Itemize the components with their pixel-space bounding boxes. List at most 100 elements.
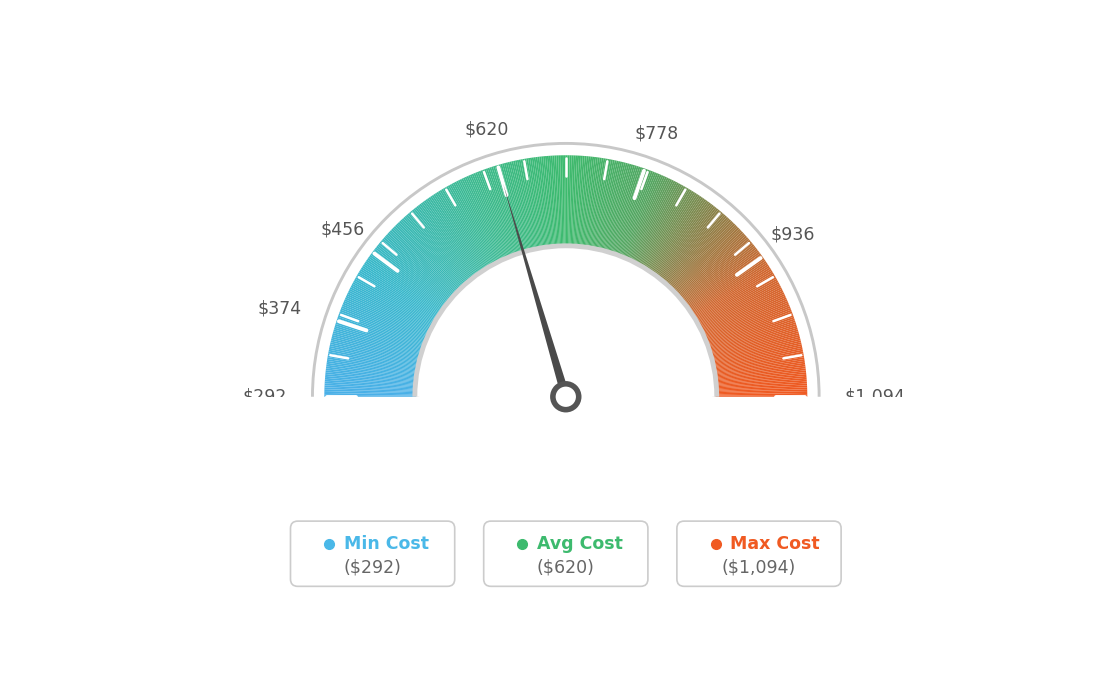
Wedge shape	[436, 192, 487, 270]
Wedge shape	[614, 168, 646, 255]
Wedge shape	[654, 201, 709, 276]
Wedge shape	[435, 193, 486, 271]
Wedge shape	[362, 266, 440, 317]
Wedge shape	[509, 161, 532, 251]
Wedge shape	[682, 246, 755, 304]
Wedge shape	[340, 308, 426, 343]
Wedge shape	[349, 289, 432, 331]
Wedge shape	[690, 261, 766, 313]
Wedge shape	[327, 359, 418, 375]
Wedge shape	[331, 339, 421, 362]
Wedge shape	[709, 324, 797, 353]
Wedge shape	[715, 386, 807, 391]
Wedge shape	[650, 197, 703, 273]
Wedge shape	[635, 182, 679, 264]
Wedge shape	[713, 359, 805, 375]
Wedge shape	[423, 201, 478, 276]
Wedge shape	[421, 202, 477, 277]
Wedge shape	[333, 328, 423, 355]
Wedge shape	[630, 179, 672, 262]
Wedge shape	[591, 159, 607, 249]
Wedge shape	[699, 286, 781, 328]
Text: $1,094: $1,094	[845, 388, 905, 406]
Wedge shape	[715, 389, 807, 393]
Wedge shape	[335, 326, 423, 354]
Wedge shape	[400, 221, 464, 288]
Wedge shape	[491, 166, 521, 255]
Wedge shape	[384, 235, 454, 297]
Wedge shape	[329, 346, 420, 366]
Wedge shape	[342, 304, 427, 341]
Wedge shape	[564, 155, 565, 247]
Wedge shape	[609, 166, 638, 254]
Wedge shape	[573, 155, 580, 247]
Wedge shape	[355, 275, 436, 322]
Wedge shape	[581, 157, 593, 248]
Wedge shape	[645, 192, 696, 270]
Wedge shape	[648, 195, 700, 273]
Wedge shape	[679, 239, 750, 299]
Wedge shape	[570, 155, 573, 247]
Wedge shape	[325, 393, 416, 395]
Wedge shape	[692, 267, 771, 317]
Wedge shape	[479, 171, 513, 257]
Wedge shape	[374, 248, 447, 306]
Wedge shape	[424, 200, 479, 275]
Wedge shape	[458, 180, 500, 263]
Wedge shape	[498, 164, 526, 253]
Wedge shape	[326, 366, 417, 379]
Wedge shape	[636, 184, 680, 265]
Wedge shape	[673, 228, 741, 293]
Text: $936: $936	[771, 226, 815, 244]
Wedge shape	[480, 170, 514, 257]
Wedge shape	[403, 217, 466, 286]
Wedge shape	[681, 243, 753, 302]
Wedge shape	[394, 226, 460, 292]
Wedge shape	[331, 337, 421, 361]
Wedge shape	[511, 161, 533, 251]
Text: Min Cost: Min Cost	[343, 535, 428, 553]
Wedge shape	[574, 156, 581, 247]
Wedge shape	[488, 168, 519, 255]
Wedge shape	[543, 156, 553, 248]
Wedge shape	[562, 155, 564, 247]
Wedge shape	[577, 156, 586, 248]
Wedge shape	[700, 289, 783, 331]
FancyBboxPatch shape	[290, 521, 455, 586]
Wedge shape	[513, 161, 534, 250]
Wedge shape	[682, 244, 754, 303]
Wedge shape	[463, 177, 503, 262]
Wedge shape	[664, 213, 724, 284]
Wedge shape	[567, 155, 570, 247]
Wedge shape	[329, 348, 420, 368]
Wedge shape	[503, 163, 529, 252]
Wedge shape	[601, 162, 624, 251]
Wedge shape	[711, 337, 800, 361]
Wedge shape	[311, 142, 820, 397]
Wedge shape	[559, 155, 562, 247]
Wedge shape	[565, 155, 567, 247]
Wedge shape	[449, 184, 495, 266]
Wedge shape	[702, 297, 787, 336]
Wedge shape	[715, 387, 807, 392]
Wedge shape	[691, 266, 769, 317]
Wedge shape	[382, 239, 453, 299]
Wedge shape	[461, 178, 502, 262]
Wedge shape	[339, 311, 426, 345]
Wedge shape	[684, 250, 758, 307]
Wedge shape	[710, 333, 799, 358]
Wedge shape	[348, 292, 431, 333]
Bar	[191, 397, 941, 614]
Wedge shape	[416, 206, 474, 279]
Wedge shape	[330, 340, 421, 363]
Wedge shape	[689, 259, 765, 313]
Wedge shape	[627, 177, 667, 261]
Wedge shape	[659, 208, 719, 281]
Wedge shape	[328, 351, 418, 370]
Text: ($620): ($620)	[537, 558, 595, 576]
Wedge shape	[608, 166, 637, 254]
Text: $778: $778	[635, 124, 679, 142]
Wedge shape	[710, 331, 798, 357]
Wedge shape	[448, 185, 493, 266]
Wedge shape	[625, 175, 664, 260]
